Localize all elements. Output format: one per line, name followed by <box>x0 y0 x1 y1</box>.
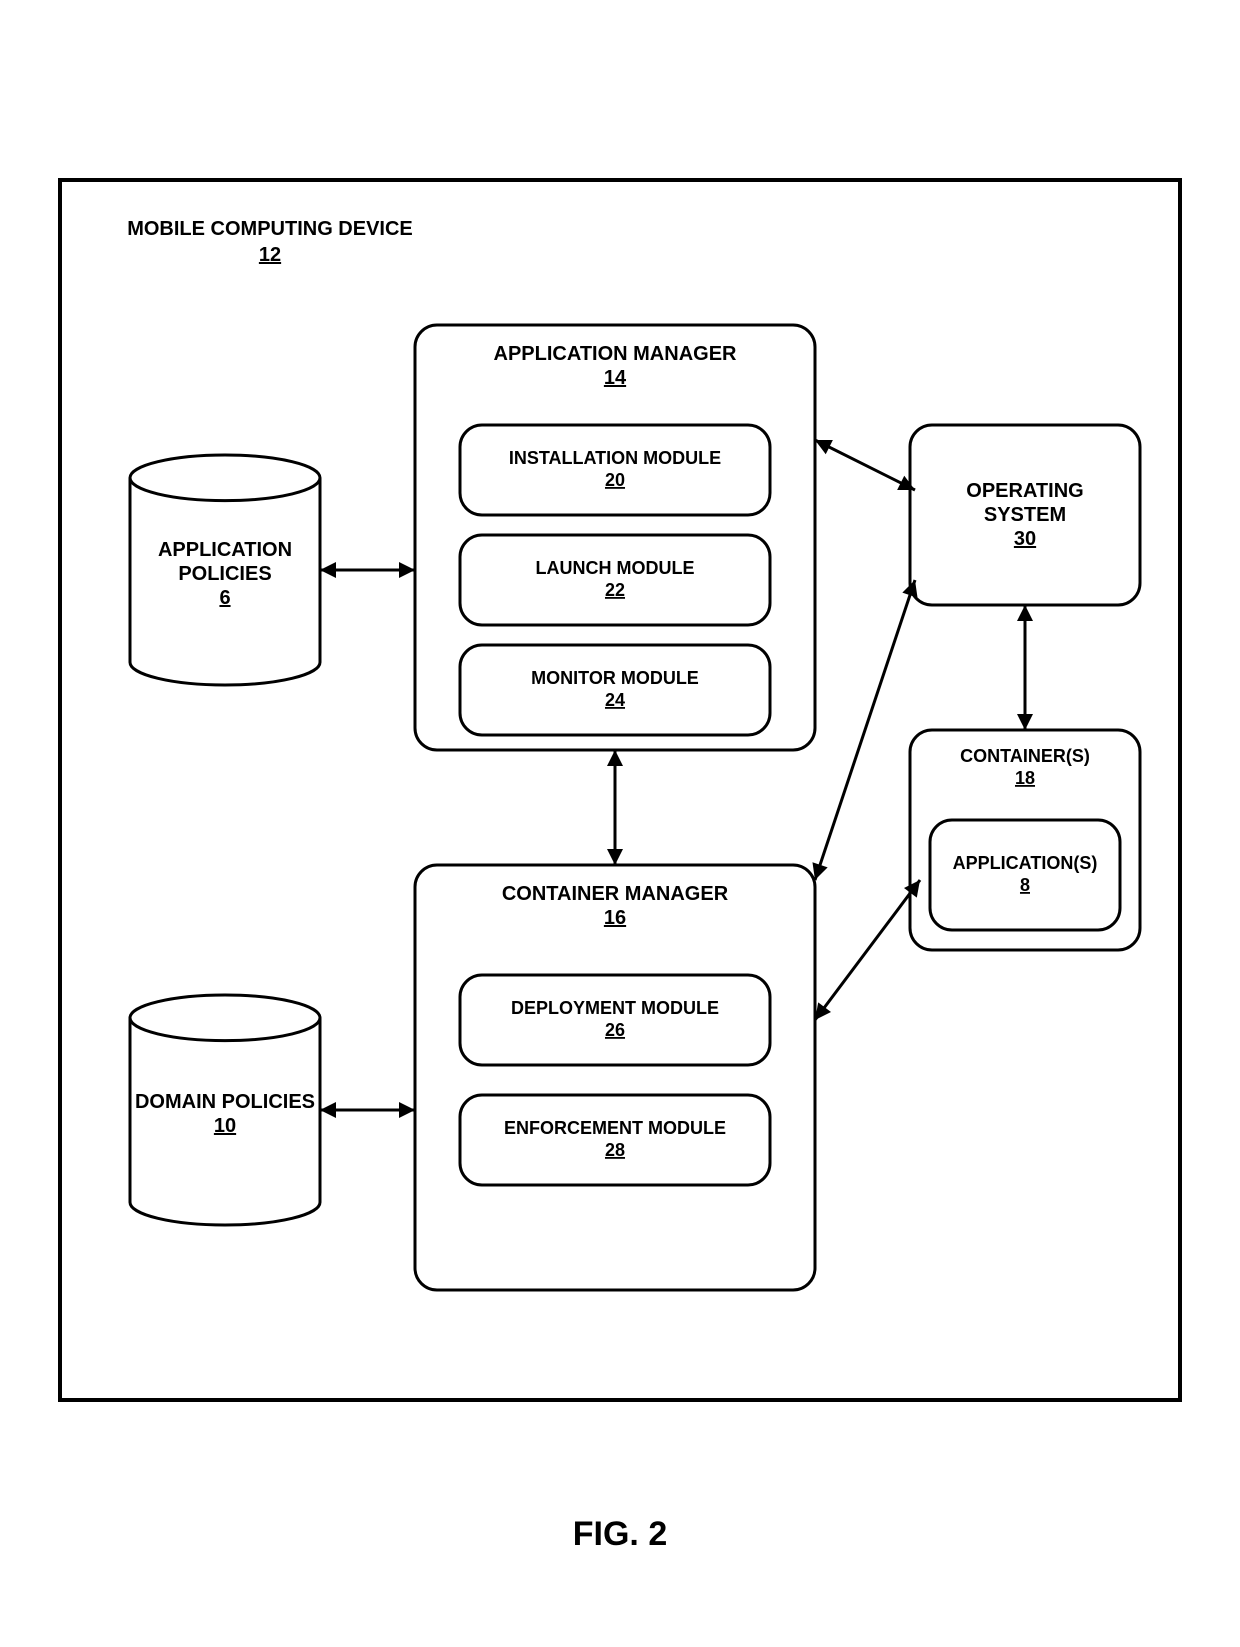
domain-policies-label: DOMAIN POLICIES10 <box>135 1091 315 1137</box>
application-policies-label: APPLICATIONPOLICIES6 <box>158 539 292 609</box>
figure-caption: FIG. 2 <box>573 1515 667 1553</box>
applications-label: APPLICATION(S)8 <box>953 853 1098 895</box>
container-manager-label: CONTAINER MANAGER16 <box>502 883 729 929</box>
operating-system-label: OPERATINGSYSTEM30 <box>966 480 1083 550</box>
monitor-module-label: MONITOR MODULE24 <box>531 668 699 710</box>
edge-os-cont_manager <box>812 580 917 880</box>
edge-app_manager-os <box>815 440 915 490</box>
edge-app_policies-app_manager <box>320 562 415 578</box>
device-title: MOBILE COMPUTING DEVICE12 <box>127 218 413 266</box>
application-manager-label: APPLICATION MANAGER14 <box>494 343 738 389</box>
enforcement-module-label: ENFORCEMENT MODULE28 <box>504 1118 726 1160</box>
launch-module-label: LAUNCH MODULE22 <box>536 558 695 600</box>
edge-os-containers <box>1017 605 1033 730</box>
containers-label: CONTAINER(S)18 <box>960 746 1090 788</box>
installation-module-label: INSTALLATION MODULE20 <box>509 448 721 490</box>
edge-domain_policies-cont_manager <box>320 1102 415 1118</box>
edge-app_manager-cont_manager <box>607 750 623 865</box>
edge-cont_manager-containers <box>815 880 920 1020</box>
deployment-module-label: DEPLOYMENT MODULE26 <box>511 998 719 1040</box>
